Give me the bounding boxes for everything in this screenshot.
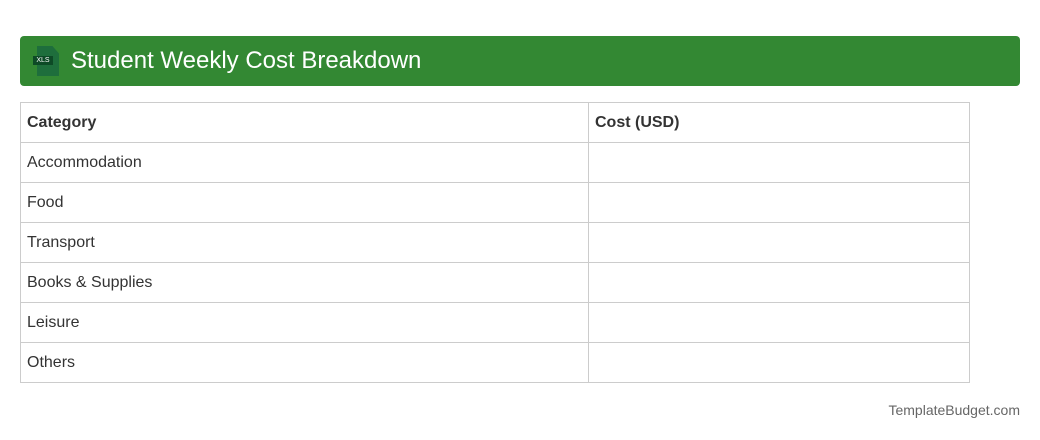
xls-file-icon: XLS [33, 46, 59, 76]
category-cell: Transport [20, 222, 589, 263]
footer-brand: TemplateBudget.com [888, 402, 1020, 418]
cost-table: Category Cost (USD) Accommodation Food Tra… [20, 102, 970, 383]
category-cell: Others [20, 342, 589, 383]
table-row: Food [20, 182, 970, 223]
cost-cell [588, 302, 970, 343]
table-row: Others [20, 342, 970, 383]
column-header-category: Category [20, 102, 589, 143]
table-row: Transport [20, 222, 970, 263]
table-header-row: Category Cost (USD) [20, 102, 970, 143]
category-cell: Food [20, 182, 589, 223]
cost-cell [588, 342, 970, 383]
header-banner: XLS Student Weekly Cost Breakdown [20, 36, 1020, 86]
cost-cell [588, 222, 970, 263]
table-row: Accommodation [20, 142, 970, 183]
category-cell: Accommodation [20, 142, 589, 183]
page-title: Student Weekly Cost Breakdown [71, 47, 422, 74]
cost-cell [588, 142, 970, 183]
table-row: Leisure [20, 302, 970, 343]
cost-cell [588, 262, 970, 303]
table-row: Books & Supplies [20, 262, 970, 303]
category-cell: Books & Supplies [20, 262, 589, 303]
column-header-cost: Cost (USD) [588, 102, 970, 143]
cost-cell [588, 182, 970, 223]
category-cell: Leisure [20, 302, 589, 343]
